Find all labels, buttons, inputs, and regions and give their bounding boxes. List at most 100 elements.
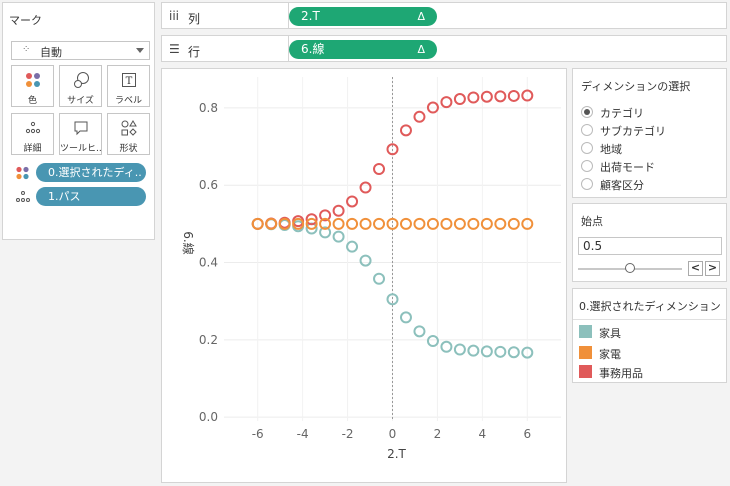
columns-pill[interactable]: 2.T Δ	[289, 7, 437, 26]
tooltip-button[interactable]: ツールヒ...	[59, 113, 102, 155]
data-point	[521, 346, 534, 359]
mark-type-dropdown[interactable]: ⁘ 自動	[11, 41, 150, 60]
data-point	[305, 217, 318, 230]
x-tick-label: 2	[434, 427, 442, 441]
start-point-title: 始点	[581, 215, 603, 228]
data-point	[373, 162, 386, 175]
data-point	[278, 217, 291, 230]
data-point	[494, 90, 507, 103]
y-tick-label: 0.8	[199, 101, 218, 115]
dimension-selector-title: ディメンションの選択	[581, 80, 691, 93]
data-point	[426, 101, 439, 114]
chart-area: 0.0 0.2 0.4 0.6 0.8 -6 -4 -2 0 2 4 6 2.T 6.線	[161, 68, 567, 483]
rows-pill[interactable]: 6.線 Δ	[289, 40, 437, 59]
y-axis-title: 6.線	[181, 231, 196, 254]
data-point	[251, 217, 264, 230]
path-icon	[15, 190, 33, 204]
x-tick-label: -2	[342, 427, 354, 441]
x-tick-label: 4	[479, 427, 487, 441]
chevron-down-icon	[136, 48, 144, 53]
data-point	[440, 217, 453, 230]
slider-thumb[interactable]	[625, 263, 635, 273]
shelf-divider	[288, 36, 289, 61]
shape-icon	[108, 119, 149, 137]
color-field-pill[interactable]: 0.選択されたディ..	[36, 163, 146, 182]
x-tick-label: 6	[523, 427, 531, 441]
data-point	[453, 93, 466, 106]
data-point	[440, 96, 453, 109]
data-point	[346, 217, 359, 230]
legend-swatch	[579, 346, 592, 359]
data-point	[453, 343, 466, 356]
x-tick-label: 0	[389, 427, 397, 441]
data-point	[305, 213, 318, 226]
decrement-button[interactable]: <	[688, 261, 703, 276]
marks-card: マーク ⁘ 自動 色 サイズ T ラベル 詳細 ツールヒ...	[2, 2, 155, 240]
data-point	[399, 217, 412, 230]
columns-shelf-label: 列	[188, 12, 201, 26]
radio-icon	[581, 160, 593, 172]
radio-icon	[581, 106, 593, 118]
start-point-input[interactable]: 0.5	[578, 237, 722, 255]
marks-title: マーク	[9, 14, 42, 27]
data-point	[386, 217, 399, 230]
data-point	[399, 311, 412, 324]
data-point	[332, 230, 345, 243]
data-point	[332, 217, 345, 230]
data-point	[426, 217, 439, 230]
data-point	[507, 89, 520, 102]
size-button[interactable]: サイズ	[59, 65, 102, 107]
data-point	[467, 344, 480, 357]
delta-icon: Δ	[417, 10, 425, 23]
radio-icon	[581, 124, 593, 136]
radio-icon	[581, 178, 593, 190]
y-tick-label: 0.4	[199, 256, 218, 270]
y-tick-label: 0.0	[199, 410, 218, 424]
legend-label: 事務用品	[599, 367, 643, 380]
shape-button[interactable]: 形状	[107, 113, 150, 155]
data-point	[467, 91, 480, 104]
increment-button[interactable]: >	[705, 261, 720, 276]
detail-button[interactable]: 詳細	[11, 113, 54, 155]
radio-icon	[581, 142, 593, 154]
data-point	[426, 334, 439, 347]
legend-swatch	[579, 325, 592, 338]
data-point	[359, 181, 372, 194]
data-point	[332, 204, 345, 217]
y-tick-label: 0.2	[199, 333, 218, 347]
svg-text:T: T	[125, 76, 132, 87]
radio-option-label: 出荷モード	[600, 161, 655, 174]
path-field-pill[interactable]: 1.パス	[36, 187, 146, 206]
data-point	[467, 217, 480, 230]
data-point	[413, 325, 426, 338]
legend-title: 0.選択されたディメンション	[579, 300, 721, 313]
color-button[interactable]: 色	[11, 65, 54, 107]
label-button-label: ラベル	[114, 96, 142, 106]
data-point	[386, 143, 399, 156]
mark-type-label: 自動	[40, 46, 62, 59]
x-axis-title: 2.T	[387, 447, 406, 461]
rows-shelf-label: 行	[188, 45, 201, 59]
legend-label: 家電	[599, 348, 621, 361]
legend-swatch	[579, 365, 592, 378]
size-icon	[60, 71, 101, 89]
color-icon	[15, 166, 33, 180]
columns-shelf: iii 列 2.T Δ	[161, 2, 727, 29]
rows-icon: ☰	[169, 42, 180, 56]
data-point	[359, 217, 372, 230]
data-point	[346, 195, 359, 208]
color-legend-card: 0.選択されたディメンション 家具 家電 事務用品	[572, 288, 727, 383]
tooltip-icon	[60, 119, 101, 137]
data-point	[413, 217, 426, 230]
data-point	[319, 209, 332, 222]
radio-option-label: サブカテゴリ	[600, 125, 666, 138]
color-button-label: 色	[27, 96, 37, 106]
legend-divider	[573, 319, 726, 320]
detail-button-label: 詳細	[23, 144, 42, 154]
data-point	[494, 217, 507, 230]
data-point	[413, 110, 426, 123]
data-point	[494, 345, 507, 358]
radio-option-label: 地域	[600, 143, 622, 156]
data-point	[507, 217, 520, 230]
label-button[interactable]: T ラベル	[107, 65, 150, 107]
